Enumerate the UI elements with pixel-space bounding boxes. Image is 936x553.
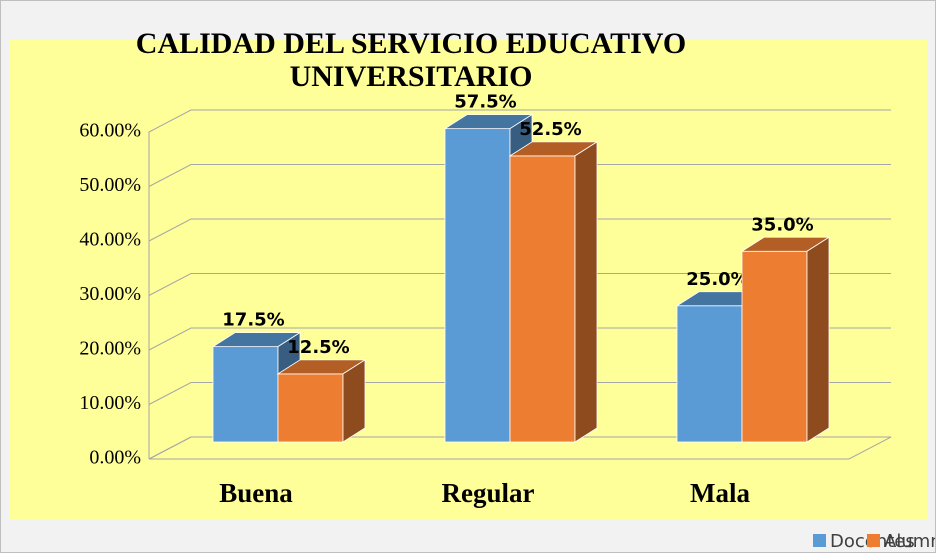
bar bbox=[444, 128, 511, 443]
bar bbox=[509, 155, 576, 443]
y-tick-label: 40.00% bbox=[79, 229, 141, 251]
legend-swatch bbox=[867, 534, 880, 547]
bar bbox=[212, 346, 279, 443]
bar-side bbox=[806, 236, 830, 443]
x-tick-label: Regular bbox=[442, 478, 535, 508]
data-label: 25.0% bbox=[686, 269, 748, 290]
data-label: 52.5% bbox=[519, 119, 581, 140]
grid-line bbox=[148, 273, 891, 296]
grid-line bbox=[148, 218, 891, 242]
grid-line bbox=[148, 382, 891, 405]
grid-line bbox=[148, 164, 891, 187]
data-label: 57.5% bbox=[454, 92, 516, 113]
legend-label: Alumnos bbox=[884, 531, 935, 552]
bar bbox=[741, 250, 808, 443]
y-tick-label: 50.00% bbox=[79, 174, 141, 196]
bar-side bbox=[574, 141, 598, 443]
bar bbox=[676, 305, 743, 443]
x-tick-label: Buena bbox=[219, 478, 293, 508]
y-tick-label: 0.00% bbox=[89, 447, 141, 469]
data-label: 17.5% bbox=[222, 310, 284, 331]
y-tick-label: 30.00% bbox=[79, 283, 141, 305]
y-tick-label: 60.00% bbox=[79, 120, 141, 142]
y-tick-label: 10.00% bbox=[79, 392, 141, 414]
data-label: 35.0% bbox=[751, 214, 813, 235]
x-tick-label: Mala bbox=[690, 478, 750, 508]
data-label: 12.5% bbox=[287, 337, 349, 358]
y-tick-label: 20.00% bbox=[79, 338, 141, 360]
grid-line bbox=[148, 436, 891, 460]
bar bbox=[277, 373, 344, 443]
legend-swatch bbox=[813, 534, 826, 547]
bar-side bbox=[342, 359, 366, 443]
grid-line bbox=[148, 109, 891, 133]
chart-title: CALIDAD DEL SERVICIO EDUCATIVO UNIVERSIT… bbox=[135, 27, 687, 93]
grid-line bbox=[148, 327, 891, 351]
